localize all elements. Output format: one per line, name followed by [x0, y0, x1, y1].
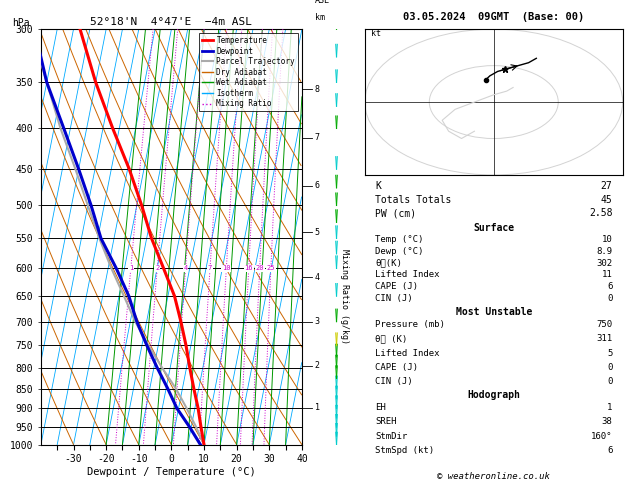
- Text: CIN (J): CIN (J): [375, 377, 413, 386]
- Text: θᴄ (K): θᴄ (K): [375, 334, 408, 344]
- Text: SREH: SREH: [375, 417, 397, 426]
- Text: 10: 10: [602, 235, 613, 244]
- Text: Lifted Index: Lifted Index: [375, 270, 440, 279]
- Text: 1: 1: [607, 403, 613, 412]
- Title: 52°18'N  4°47'E  −4m ASL: 52°18'N 4°47'E −4m ASL: [91, 17, 252, 27]
- Text: 8.9: 8.9: [596, 247, 613, 256]
- Text: 5: 5: [314, 227, 320, 237]
- Text: 8: 8: [314, 85, 320, 94]
- Text: Hodograph: Hodograph: [467, 390, 520, 400]
- Text: 0: 0: [607, 377, 613, 386]
- Text: 4: 4: [314, 273, 320, 282]
- Text: Mixing Ratio (g/kg): Mixing Ratio (g/kg): [340, 248, 349, 344]
- Text: 2: 2: [155, 265, 159, 271]
- Text: 11: 11: [602, 270, 613, 279]
- Text: CIN (J): CIN (J): [375, 294, 413, 303]
- Text: 10: 10: [222, 265, 231, 271]
- Text: StmSpd (kt): StmSpd (kt): [375, 446, 434, 455]
- Legend: Temperature, Dewpoint, Parcel Trajectory, Dry Adiabat, Wet Adiabat, Isotherm, Mi: Temperature, Dewpoint, Parcel Trajectory…: [199, 33, 298, 111]
- Text: 6: 6: [314, 181, 320, 190]
- Text: K: K: [375, 181, 381, 191]
- Text: 38: 38: [602, 417, 613, 426]
- Text: Surface: Surface: [473, 223, 515, 233]
- Text: hPa: hPa: [12, 18, 30, 28]
- Text: 20: 20: [255, 265, 264, 271]
- Text: 7: 7: [314, 133, 320, 142]
- Text: CAPE (J): CAPE (J): [375, 282, 418, 291]
- Text: 4: 4: [184, 265, 187, 271]
- Text: © weatheronline.co.uk: © weatheronline.co.uk: [437, 472, 550, 481]
- Text: 0: 0: [607, 294, 613, 303]
- Text: 302: 302: [596, 259, 613, 268]
- X-axis label: Dewpoint / Temperature (°C): Dewpoint / Temperature (°C): [87, 467, 256, 477]
- Text: 6: 6: [607, 446, 613, 455]
- Text: Totals Totals: Totals Totals: [375, 194, 452, 205]
- Text: PW (cm): PW (cm): [375, 208, 416, 218]
- Text: 7: 7: [208, 265, 212, 271]
- Text: CAPE (J): CAPE (J): [375, 363, 418, 372]
- Text: 2: 2: [314, 361, 320, 370]
- Text: 1: 1: [314, 403, 320, 413]
- Text: 1: 1: [129, 265, 133, 271]
- Text: Most Unstable: Most Unstable: [455, 307, 532, 317]
- Text: 03.05.2024  09GMT  (Base: 00): 03.05.2024 09GMT (Base: 00): [403, 12, 584, 22]
- Text: 160°: 160°: [591, 432, 613, 441]
- Text: 3: 3: [314, 317, 320, 326]
- Text: 16: 16: [245, 265, 253, 271]
- Text: km: km: [314, 13, 325, 22]
- Text: kt: kt: [371, 30, 381, 38]
- Text: 311: 311: [596, 334, 613, 344]
- Text: 750: 750: [596, 320, 613, 330]
- Text: Temp (°C): Temp (°C): [375, 235, 423, 244]
- Text: EH: EH: [375, 403, 386, 412]
- Text: Dewp (°C): Dewp (°C): [375, 247, 423, 256]
- Text: 6: 6: [607, 282, 613, 291]
- Text: 0: 0: [607, 363, 613, 372]
- Text: 5: 5: [607, 348, 613, 358]
- Text: θᴄ(K): θᴄ(K): [375, 259, 402, 268]
- Text: StmDir: StmDir: [375, 432, 408, 441]
- Text: 2.58: 2.58: [589, 208, 613, 218]
- Text: 27: 27: [601, 181, 613, 191]
- Text: 45: 45: [601, 194, 613, 205]
- Text: ASL: ASL: [314, 0, 330, 5]
- Text: Pressure (mb): Pressure (mb): [375, 320, 445, 330]
- Text: Lifted Index: Lifted Index: [375, 348, 440, 358]
- Text: 25: 25: [267, 265, 275, 271]
